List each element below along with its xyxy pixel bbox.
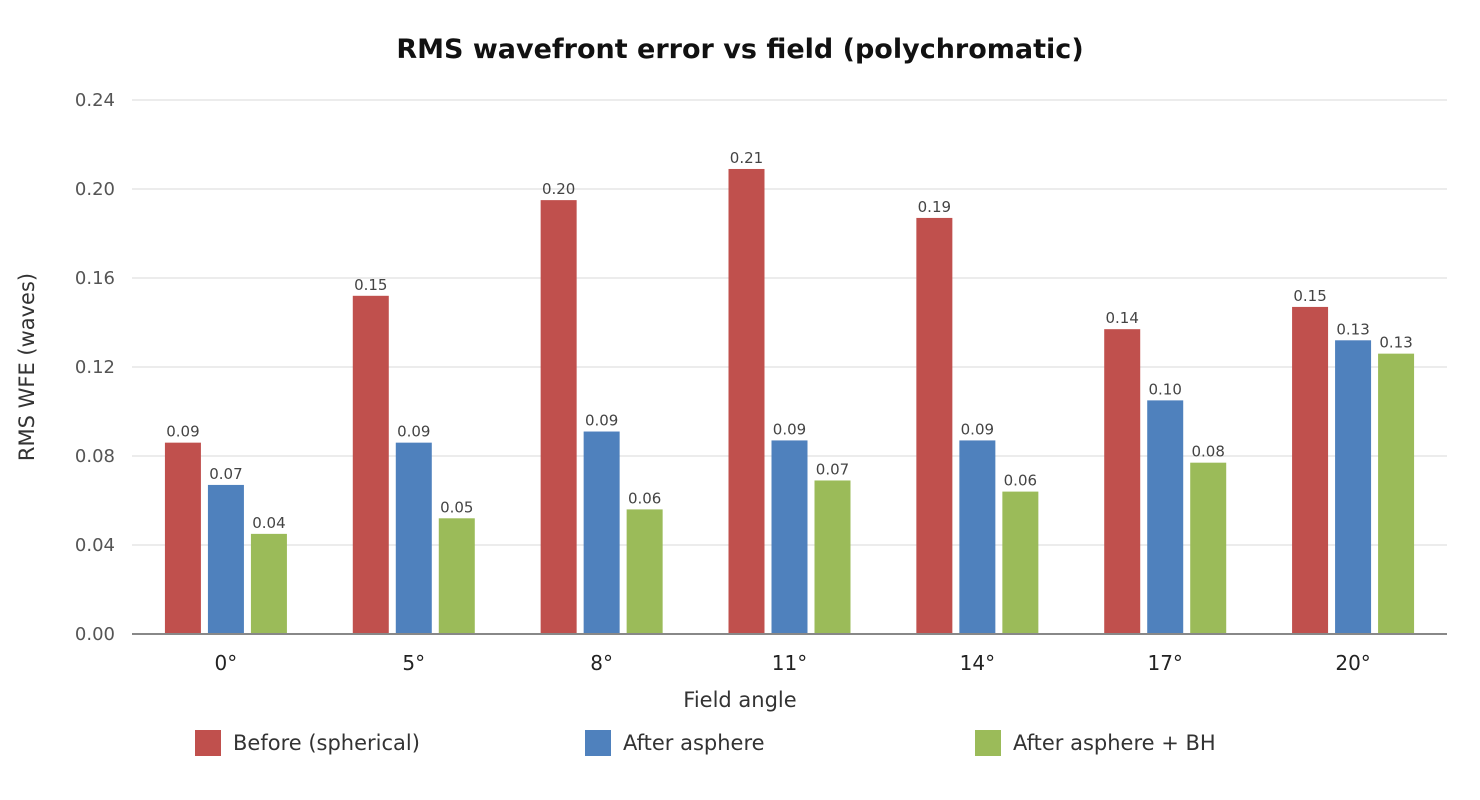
y-axis-label: RMS WFE (waves) xyxy=(15,273,39,461)
chart-title: RMS wavefront error vs field (polychroma… xyxy=(396,34,1083,65)
x-tick-label: 14° xyxy=(960,651,995,675)
legend-label: After asphere + BH xyxy=(1013,731,1216,755)
bar xyxy=(352,295,389,634)
bar xyxy=(626,509,663,634)
x-axis-label: Field angle xyxy=(683,688,796,712)
legend-label: Before (spherical) xyxy=(233,731,420,755)
x-tick-label: 0° xyxy=(215,651,238,675)
y-tick-label: 0.08 xyxy=(75,446,115,467)
legend: Before (spherical) After asphere After asp… xyxy=(195,730,1216,756)
bar-value-label: 0.09 xyxy=(166,423,199,441)
bar xyxy=(771,440,808,634)
x-tick-label: 8° xyxy=(590,651,613,675)
bar-value-label: 0.08 xyxy=(1192,443,1225,461)
bar-value-label: 0.10 xyxy=(1149,380,1182,398)
y-tick-label: 0.12 xyxy=(75,357,115,378)
data-labels: 0.09 0.07 0.04 0.15 0.09 0.05 0.20 0.09 0.06 0.21… xyxy=(166,149,1413,532)
bar xyxy=(1104,329,1141,634)
bar-value-label: 0.07 xyxy=(816,460,849,478)
x-tick-label: 5° xyxy=(402,651,425,675)
bar-value-label: 0.04 xyxy=(252,514,285,532)
bar xyxy=(1002,491,1039,634)
bar xyxy=(250,533,287,634)
y-tick-label: 0.04 xyxy=(75,535,115,556)
bar xyxy=(438,518,475,634)
bar-value-label: 0.07 xyxy=(209,465,242,483)
bar xyxy=(164,442,201,634)
x-axis-ticks: 0° 5° 8° 11° 14° 17° 20° xyxy=(215,651,1371,675)
x-tick-label: 11° xyxy=(772,651,807,675)
bar xyxy=(916,217,953,635)
bar-value-label: 0.09 xyxy=(961,420,994,438)
y-tick-label: 0.20 xyxy=(75,179,115,200)
bar-value-label: 0.06 xyxy=(1004,472,1037,490)
gridlines xyxy=(132,99,1447,546)
legend-swatch xyxy=(195,730,221,756)
y-tick-label: 0.24 xyxy=(75,90,115,111)
bar xyxy=(583,431,620,634)
bar xyxy=(959,440,996,634)
bar xyxy=(1292,306,1329,634)
bar-value-label: 0.09 xyxy=(585,412,618,430)
bar-value-label: 0.14 xyxy=(1106,309,1139,327)
y-tick-label: 0.16 xyxy=(75,268,115,289)
bar-value-label: 0.15 xyxy=(1293,287,1326,305)
x-tick-label: 20° xyxy=(1335,651,1370,675)
bar xyxy=(1378,353,1415,634)
bar xyxy=(1335,340,1372,634)
y-tick-label: 0.00 xyxy=(75,624,115,645)
x-tick-label: 17° xyxy=(1147,651,1182,675)
y-axis-ticks: 0.00 0.04 0.08 0.12 0.16 0.20 0.24 xyxy=(75,90,115,645)
legend-label: After asphere xyxy=(623,731,765,755)
legend-swatch xyxy=(585,730,611,756)
bar xyxy=(1190,462,1227,634)
bar-value-label: 0.09 xyxy=(773,420,806,438)
bar xyxy=(728,168,765,634)
bars xyxy=(164,168,1415,635)
legend-swatch xyxy=(975,730,1001,756)
bar-value-label: 0.21 xyxy=(730,149,763,167)
bar xyxy=(1147,400,1184,634)
bar-value-label: 0.19 xyxy=(918,198,951,216)
bar-value-label: 0.15 xyxy=(354,276,387,294)
bar xyxy=(540,200,577,634)
bar-value-label: 0.09 xyxy=(397,423,430,441)
bar-value-label: 0.13 xyxy=(1336,320,1369,338)
bar xyxy=(395,442,432,634)
bar-value-label: 0.05 xyxy=(440,498,473,516)
bar-value-label: 0.13 xyxy=(1379,334,1412,352)
bar xyxy=(814,480,851,634)
bar xyxy=(207,484,244,634)
bar-value-label: 0.06 xyxy=(628,489,661,507)
bar-value-label: 0.20 xyxy=(542,180,575,198)
